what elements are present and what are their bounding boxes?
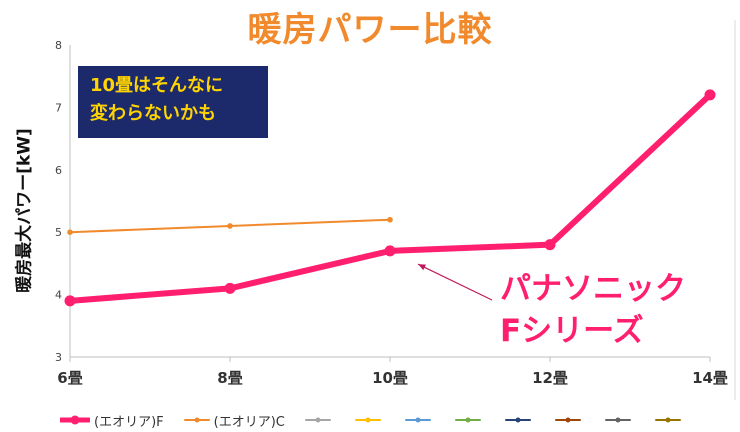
- x-tick-label: 12畳: [532, 369, 568, 387]
- callout-line-1: パナソニック: [500, 271, 686, 307]
- x-tick-label: 14畳: [692, 369, 728, 387]
- y-tick-label: 8: [55, 39, 62, 52]
- legend-swatch: [304, 417, 331, 423]
- data-point: [64, 295, 76, 307]
- y-tick-label: 3: [55, 351, 62, 364]
- legend-item: [454, 414, 485, 426]
- legend-item: [554, 414, 585, 426]
- annotation-line-2: 変わらないかも: [90, 103, 216, 124]
- data-point: [544, 239, 556, 251]
- data-point: [67, 229, 73, 235]
- y-tick-label: 5: [55, 226, 62, 239]
- legend-swatch: [604, 417, 631, 423]
- legend-item: (エオリア)C: [183, 411, 285, 430]
- legend-item: [354, 414, 385, 426]
- legend-label: (エオリア)F: [94, 414, 164, 430]
- data-point: [224, 282, 236, 294]
- legend-swatch: [504, 417, 531, 423]
- legend-item: (エオリア)F: [60, 411, 164, 430]
- legend-swatch: [183, 417, 210, 423]
- data-point: [387, 216, 393, 223]
- legend-item: [654, 414, 685, 426]
- legend-item: [404, 414, 435, 426]
- legend-swatch: [60, 415, 90, 425]
- legend-item: [504, 414, 535, 426]
- legend-swatch: [454, 417, 481, 423]
- y-tick-label: 7: [55, 101, 62, 114]
- chart-series: [64, 89, 716, 307]
- y-tick-label: 6: [55, 164, 62, 177]
- legend-label: (エオリア)C: [213, 414, 285, 430]
- series-callout: パナソニック Fシリーズ: [500, 268, 686, 352]
- legend-swatch: [554, 417, 581, 423]
- x-tick-label: 8畳: [217, 369, 242, 387]
- chart-title: 暖房パワー比較: [247, 10, 493, 50]
- legend-item: [304, 414, 335, 426]
- callout-arrow-head: [418, 264, 426, 271]
- legend-swatch: [654, 417, 681, 423]
- x-tick-label: 6畳: [57, 369, 82, 387]
- chart-axes: 3 4 5 6 7 8 6畳 8畳 10畳 12畳 14畳: [55, 20, 736, 400]
- legend-swatch: [404, 417, 431, 423]
- legend-item: [604, 414, 635, 426]
- annotation-line-1: 10畳はそんなに: [90, 75, 224, 96]
- data-point: [704, 89, 716, 101]
- legend-swatch: [354, 417, 381, 423]
- callout-arrow: [417, 263, 493, 301]
- data-point: [227, 223, 233, 229]
- callout-line-2: Fシリーズ: [500, 313, 644, 349]
- chart-annotations: [417, 263, 493, 301]
- y-tick-label: 4: [55, 289, 62, 302]
- x-tick-label: 10畳: [372, 369, 408, 387]
- y-axis-label: 暖房最大パワー[kW]: [14, 128, 35, 293]
- annotation-box: 10畳はそんなに 変わらないかも: [78, 66, 268, 138]
- chart-legend: (エオリア)F (エオリア)C: [60, 410, 705, 430]
- data-point: [384, 245, 396, 257]
